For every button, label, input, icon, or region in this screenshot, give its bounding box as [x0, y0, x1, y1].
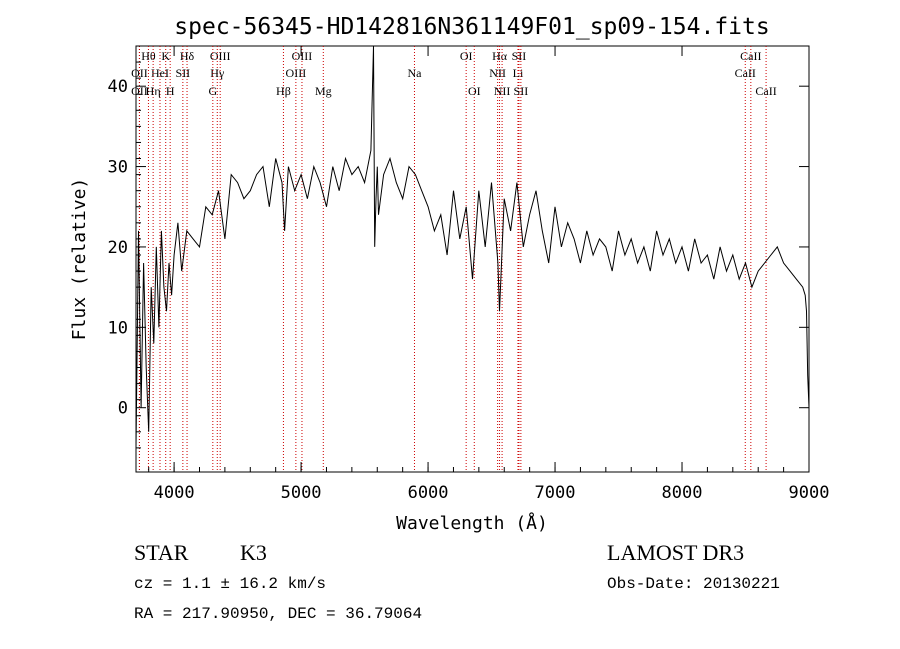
y-tick-label: 10: [108, 318, 128, 338]
survey-name: LAMOST DR3: [607, 540, 745, 565]
y-axis: 0 10 20 30 40: [108, 45, 809, 449]
chart-title: spec-56345-HD142816N361149F01_sp09-154.f…: [174, 14, 769, 40]
spectral-line-label-25: CaII: [740, 49, 761, 63]
spectral-line-label-0: Hθ: [141, 49, 156, 63]
spectral-line-label-5: Hη: [146, 84, 161, 98]
spectral-line-label-21: NII: [494, 84, 511, 98]
spectral-line-label-16: Na: [407, 66, 422, 80]
spectral-line-label-17: OI: [460, 49, 473, 63]
spectral-line-label-20: NII: [489, 66, 506, 80]
obs-date: Obs-Date: 20130221: [607, 575, 780, 593]
spectrum-line: [135, 45, 810, 448]
spectral-line-label-6: Hδ: [180, 49, 195, 63]
spectral-line-label-24: SII: [514, 84, 529, 98]
spectral-line-label-15: Mg: [315, 84, 332, 98]
spectral-line-label-9: OIII: [210, 49, 231, 63]
object-subclass: K3: [240, 540, 267, 565]
x-tick-label: 4000: [154, 483, 195, 503]
x-tick-label: 6000: [408, 483, 449, 503]
y-tick-label: 20: [108, 238, 128, 258]
x-tick-label: 5000: [281, 483, 322, 503]
spectral-line-label-8: H: [166, 84, 175, 98]
x-tick-label: 8000: [662, 483, 703, 503]
y-tick-label: 30: [108, 158, 128, 178]
spectral-line-label-3: K: [161, 49, 170, 63]
spectral-line-label-4: HeI: [151, 66, 169, 80]
x-tick-label: 9000: [789, 483, 830, 503]
spectral-line-label-26: CaII: [735, 66, 756, 80]
spectral-line-label-2: OII: [131, 84, 148, 98]
x-tick-label: 7000: [535, 483, 576, 503]
spectral-line-label-18: OI: [468, 84, 481, 98]
y-axis-label: Flux (relative): [69, 178, 90, 341]
spectral-line-label-11: G: [208, 84, 217, 98]
y-tick-label: 0: [118, 399, 128, 419]
spectral-line-label-22: SII: [512, 49, 527, 63]
spectral-line-label-7: SII: [176, 66, 191, 80]
x-axis: 4000 5000 6000 7000 8000 9000: [148, 46, 830, 503]
plot-frame: [135, 45, 810, 473]
spectral-line-label-27: CaII: [755, 84, 776, 98]
spectral-line-label-10: Hγ: [210, 66, 225, 80]
spectral-line-label-14: OIII: [286, 66, 307, 80]
x-axis-label: Wavelength (Å): [396, 512, 548, 534]
spectral-line-label-23: Li: [513, 66, 524, 80]
object-class: STAR: [134, 540, 189, 565]
redshift-info: cz = 1.1 ± 16.2 km/s: [134, 575, 327, 593]
spectral-line-label-19: Hα: [492, 49, 508, 63]
ra-dec: RA = 217.90950, DEC = 36.79064: [134, 605, 423, 623]
spectrum-group: [135, 45, 810, 448]
spectral-line-label-12: Hβ: [276, 84, 291, 98]
y-tick-label: 40: [108, 77, 128, 97]
spectral-line-label-13: OIII: [292, 49, 313, 63]
